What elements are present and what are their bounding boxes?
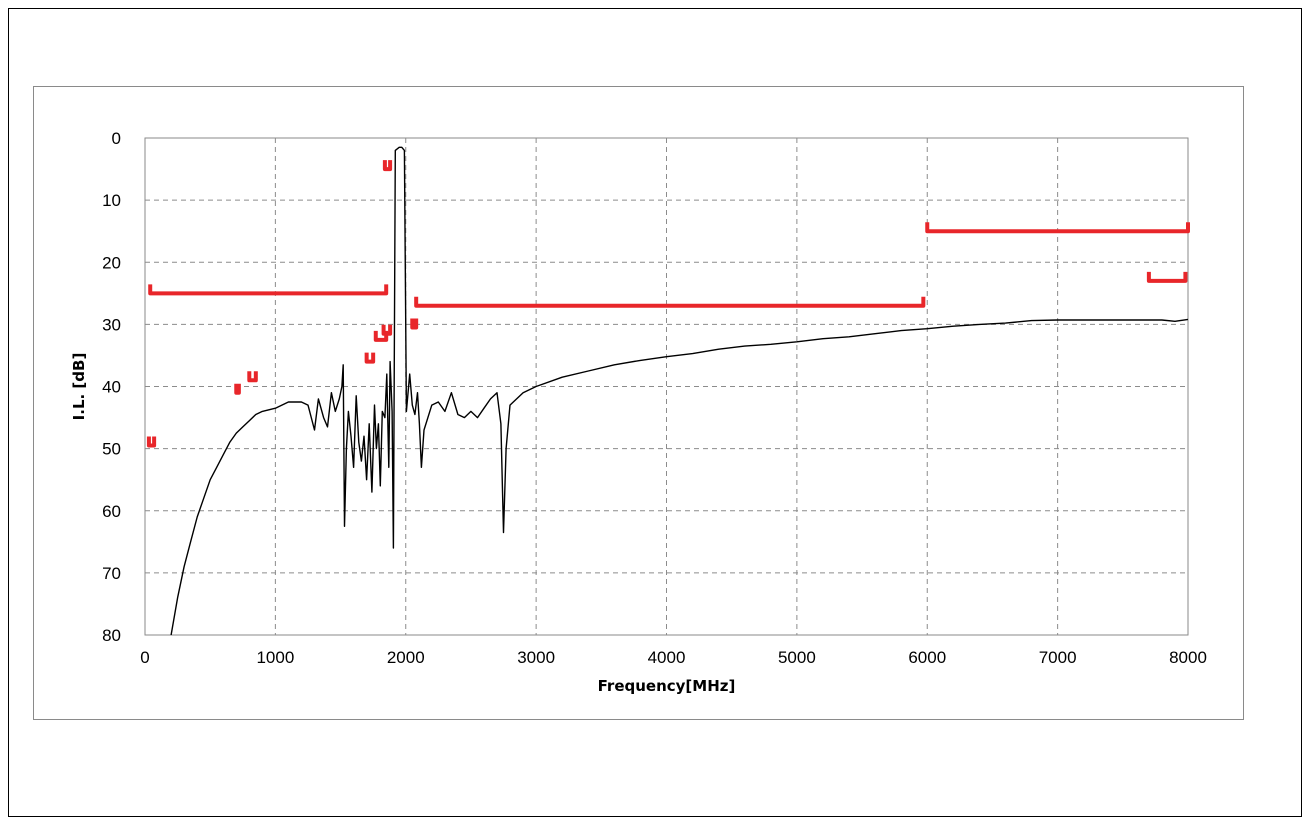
- x-tick-label: 3000: [517, 648, 555, 667]
- x-tick-label: 0: [140, 648, 149, 667]
- limit-line: [1146, 271, 1188, 283]
- y-tick-label: 30: [102, 315, 121, 334]
- y-axis-title: I.L. [dB]: [70, 353, 88, 421]
- x-axis-title: Frequency[MHz]: [598, 677, 736, 695]
- outer-frame: [8, 8, 1302, 817]
- limit-line: [925, 222, 1190, 234]
- limit-line: [364, 352, 376, 364]
- y-tick-label: 0: [112, 129, 121, 148]
- y-tick-label: 60: [102, 502, 121, 521]
- x-tick-label: 6000: [908, 648, 946, 667]
- series-layer: [170, 146, 1189, 636]
- limit-line: [410, 318, 419, 330]
- limit-line: [234, 383, 241, 395]
- x-tick-label: 8000: [1169, 648, 1207, 667]
- x-tick-label: 5000: [778, 648, 816, 667]
- x-tick-label: 1000: [256, 648, 294, 667]
- y-tick-label: 50: [102, 440, 121, 459]
- limit-line: [381, 324, 393, 336]
- y-tick-label: 20: [102, 253, 121, 272]
- chart-area: [33, 86, 1244, 720]
- tick-labels: 0 1000 2000 3000 4000 5000 6000 7000 8000 0 10 20 30…: [102, 129, 1207, 667]
- y-tick-label: 80: [102, 626, 121, 645]
- limit-line: [382, 160, 393, 172]
- limit-line: [148, 284, 389, 296]
- y-tick-label: 40: [102, 378, 121, 397]
- plot-border: [144, 137, 1189, 636]
- y-tick-label: 70: [102, 564, 121, 583]
- series-line: [170, 146, 1189, 636]
- x-tick-label: 4000: [648, 648, 686, 667]
- x-tick-label: 7000: [1039, 648, 1077, 667]
- limit-line: [146, 436, 157, 448]
- limit-line: [414, 296, 926, 308]
- x-tick-label: 2000: [387, 648, 425, 667]
- y-tick-label: 10: [102, 191, 121, 210]
- limit-line: [247, 371, 258, 383]
- grid: [145, 138, 1188, 635]
- limit-lines: [146, 160, 1190, 448]
